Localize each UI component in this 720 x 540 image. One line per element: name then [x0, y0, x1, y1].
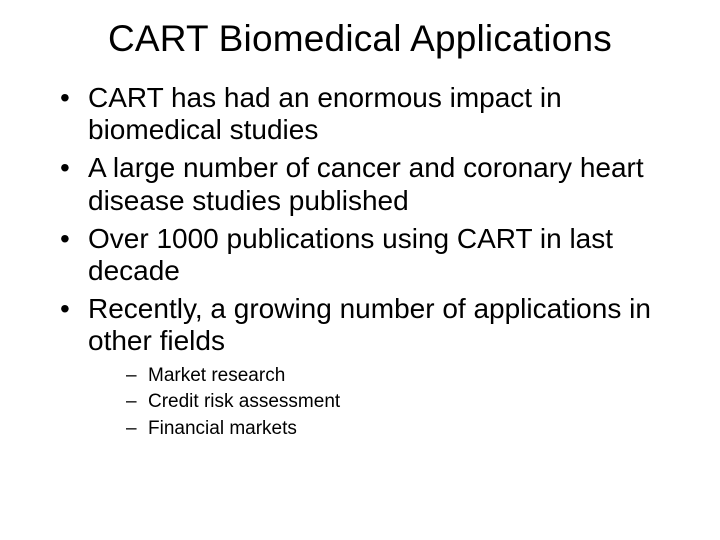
slide: CART Biomedical Applications CART has ha…: [0, 0, 720, 540]
bullet-item: Over 1000 publications using CART in las…: [60, 223, 680, 287]
sub-bullet-item: Credit risk assessment: [126, 390, 680, 414]
sub-bullet-list: Market research Credit risk assessment F…: [88, 364, 680, 441]
bullet-item: A large number of cancer and coronary he…: [60, 152, 680, 216]
bullet-item: CART has had an enormous impact in biome…: [60, 82, 680, 146]
sub-bullet-item: Market research: [126, 364, 680, 388]
slide-title: CART Biomedical Applications: [40, 18, 680, 60]
bullet-item: Recently, a growing number of applicatio…: [60, 293, 680, 441]
bullet-text: Recently, a growing number of applicatio…: [88, 293, 651, 356]
sub-bullet-item: Financial markets: [126, 417, 680, 441]
bullet-list: CART has had an enormous impact in biome…: [40, 82, 680, 441]
